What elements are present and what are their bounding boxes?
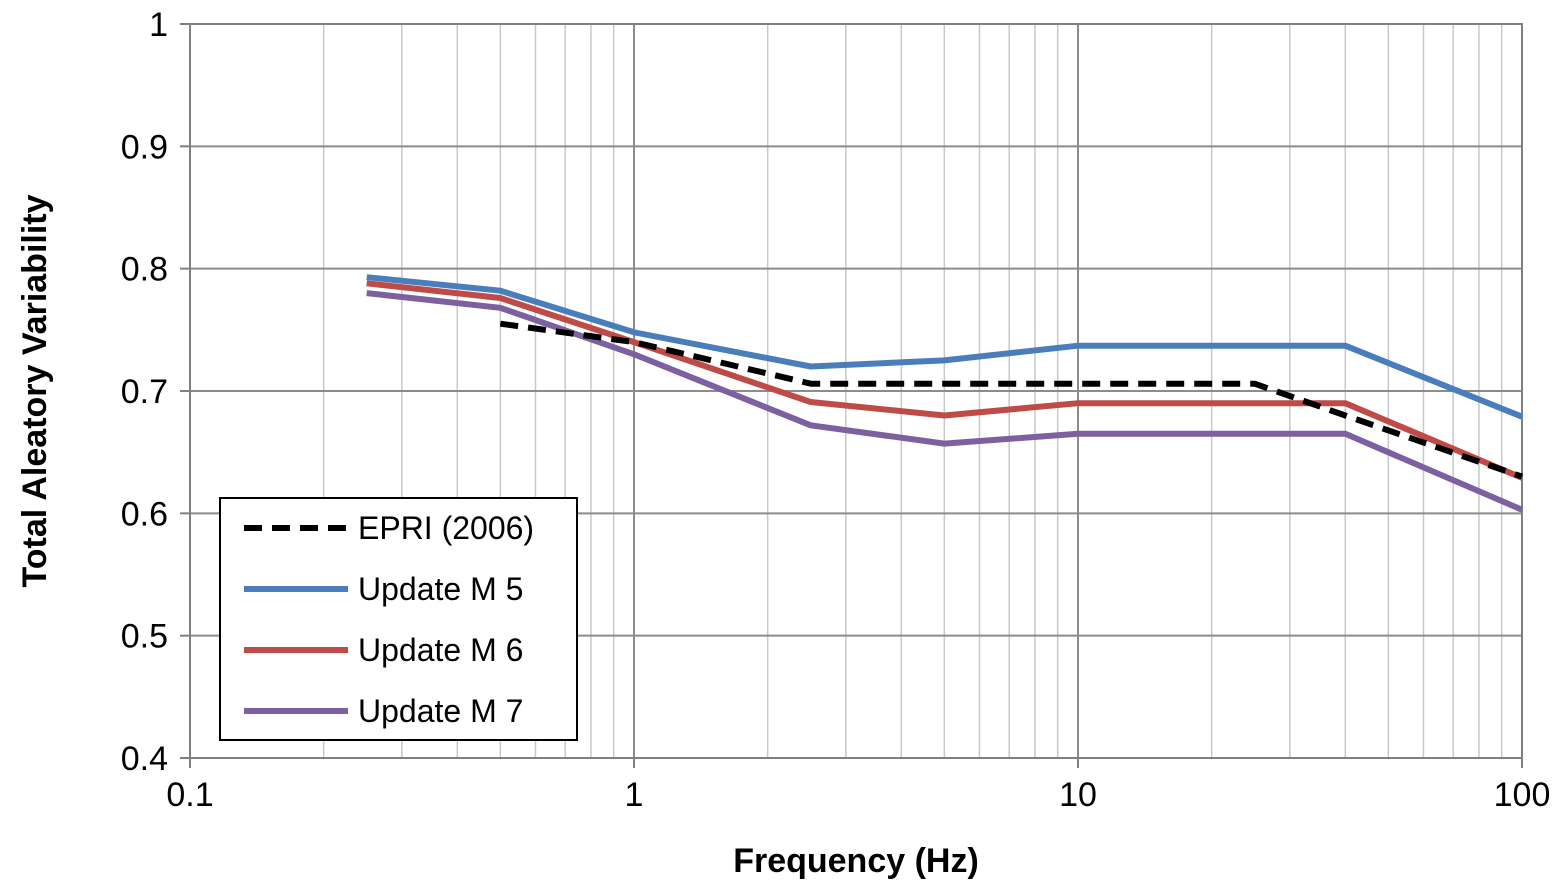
y-tick-label: 1 [149,6,168,44]
series-line-0 [499,320,1523,480]
legend: EPRI (2006) Update M 5 Update M 6 Update M … [219,497,578,741]
y-tick-label: 0.8 [121,251,168,289]
grid-lines [190,24,1522,758]
legend-label: Update M 7 [358,693,523,729]
y-tick-label: 0.7 [121,373,168,411]
y-tick-label: 0.4 [121,740,168,778]
legend-box [219,497,578,741]
y-axis-label: Total Aleatory Variability [16,194,54,587]
y-tick-label: 0.9 [121,128,168,166]
y-tick-label: 0.5 [121,618,168,656]
legend-label: Update M 6 [358,632,523,668]
x-tick-label: 10 [1059,776,1097,814]
x-tick-label: 0.1 [166,776,213,814]
series-line-3 [366,290,1524,513]
legend-label: EPRI (2006) [358,510,534,546]
x-tick-label: 100 [1494,776,1551,814]
series-line-1 [366,274,1524,420]
y-tick-label: 0.6 [121,495,168,533]
legend-label: Update M 5 [358,571,523,607]
series-layer [366,274,1524,513]
y-axis-tick-labels: 0.4 0.5 0.6 0.7 0.8 0.9 1 [121,6,190,778]
x-axis-tick-labels: 0.1 1 10 100 [166,758,1550,814]
x-axis-label: Frequency (Hz) [733,842,979,880]
x-tick-label: 1 [625,776,644,814]
